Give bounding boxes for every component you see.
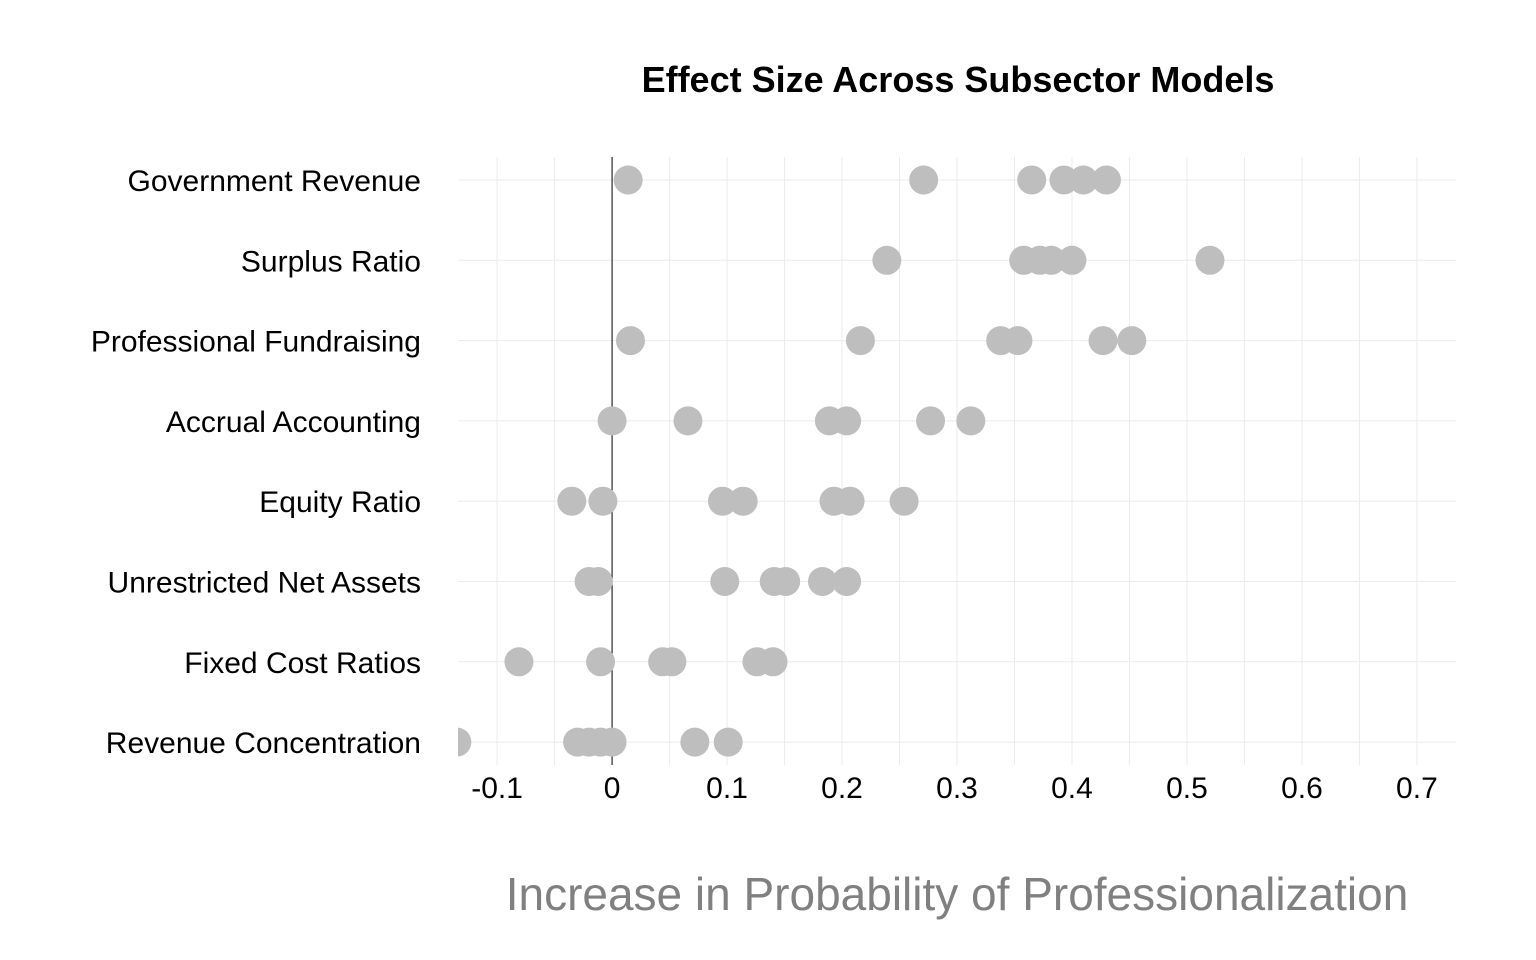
data-point: [713, 727, 743, 757]
y-tick-label: Revenue Concentration: [106, 727, 421, 760]
data-point: [916, 406, 946, 436]
data-point: [1036, 245, 1066, 275]
x-axis-title: Increase in Probability of Professionali…: [506, 868, 1409, 920]
data-point: [1068, 165, 1098, 195]
data-point: [889, 486, 919, 516]
data-point: [1117, 326, 1147, 356]
data-point: [1195, 245, 1225, 275]
data-point: [588, 486, 618, 516]
data-point: [835, 486, 865, 516]
x-tick-label: 0.4: [1051, 772, 1093, 805]
data-point: [832, 406, 862, 436]
data-point: [1017, 165, 1047, 195]
data-point: [845, 326, 875, 356]
data-point: [597, 406, 627, 436]
x-tick-label: 0.5: [1166, 772, 1208, 805]
y-tick-label: Surplus Ratio: [241, 245, 421, 278]
data-point: [707, 486, 737, 516]
data-point: [872, 245, 902, 275]
x-tick-label: 0.2: [821, 772, 863, 805]
data-point: [613, 165, 643, 195]
data-point: [557, 486, 587, 516]
data-point: [458, 727, 472, 757]
x-tick-label: -0.1: [471, 772, 523, 805]
x-tick-label: 0.6: [1281, 772, 1323, 805]
data-point: [586, 647, 616, 677]
data-point: [680, 727, 710, 757]
data-point: [710, 567, 740, 596]
data-point: [1003, 326, 1033, 356]
data-point: [657, 647, 687, 677]
y-tick-label: Fixed Cost Ratios: [184, 647, 421, 680]
x-tick-label: 0.7: [1396, 772, 1438, 805]
chart-title: Effect Size Across Subsector Models: [642, 59, 1275, 100]
x-tick-label: 0: [604, 772, 621, 805]
data-point: [1088, 326, 1118, 356]
x-tick-label: 0.1: [706, 772, 748, 805]
data-point: [909, 165, 939, 195]
y-tick-label: Professional Fundraising: [91, 326, 421, 359]
data-point: [758, 647, 788, 677]
y-tick-label: Accrual Accounting: [166, 406, 421, 439]
y-axis-labels: Government Revenue Surplus Ratio Professio…: [91, 165, 421, 760]
data-points: [458, 165, 1225, 757]
data-point: [956, 406, 986, 436]
data-point: [807, 567, 837, 596]
data-point: [1091, 165, 1121, 195]
data-point: [583, 567, 613, 596]
x-tick-label: 0.3: [936, 772, 978, 805]
data-point: [1057, 245, 1087, 275]
data-point: [673, 406, 703, 436]
data-point: [504, 647, 534, 677]
data-point: [597, 727, 627, 757]
data-point: [728, 486, 758, 516]
y-tick-label: Government Revenue: [128, 165, 422, 198]
y-tick-label: Equity Ratio: [259, 486, 421, 519]
data-point: [832, 567, 862, 596]
data-point: [771, 567, 801, 596]
x-axis-labels: -0.1 0 0.1 0.2 0.3 0.4 0.5 0.6 0.7: [471, 772, 1438, 805]
data-point: [615, 326, 645, 356]
grid-vertical: [496, 157, 1418, 765]
y-tick-label: Unrestricted Net Assets: [108, 567, 421, 600]
